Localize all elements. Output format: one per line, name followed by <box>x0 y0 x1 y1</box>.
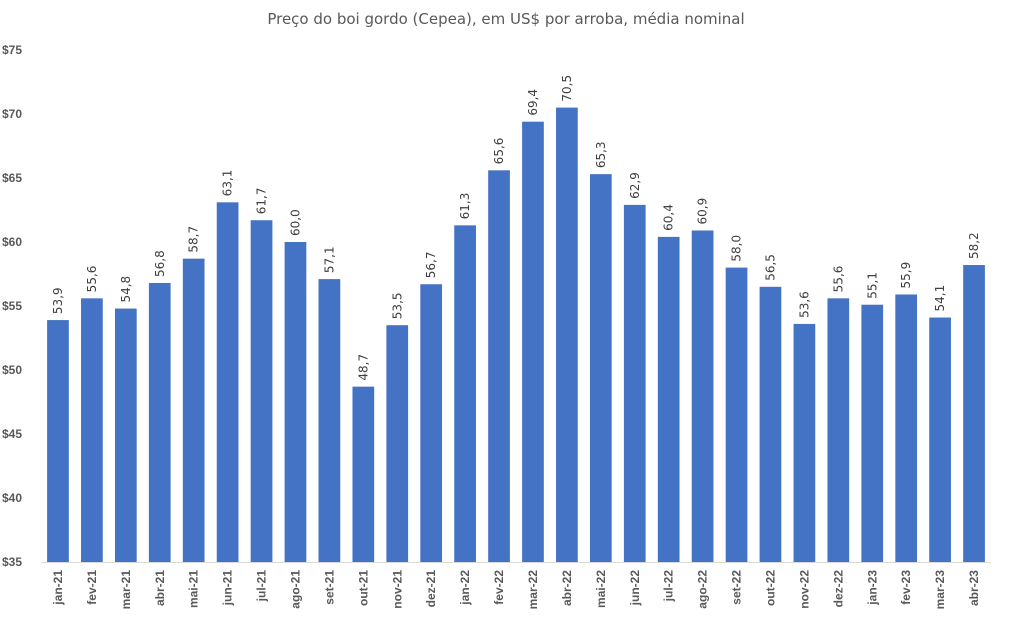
data-label: 53,5 <box>390 292 404 319</box>
bar <box>861 304 884 562</box>
data-label: 61,3 <box>458 193 472 220</box>
data-label: 65,6 <box>492 138 506 165</box>
bar <box>929 317 951 562</box>
x-tick-label: out-22 <box>763 570 777 606</box>
bar <box>488 170 510 562</box>
data-label: 58,7 <box>187 226 201 253</box>
bar <box>589 174 612 562</box>
y-tick-label: $70 <box>2 107 22 121</box>
y-tick-label: $50 <box>2 363 22 377</box>
data-label: 54,1 <box>933 285 947 312</box>
data-label: 56,5 <box>763 254 777 281</box>
bar <box>793 323 816 562</box>
data-label: 55,1 <box>865 272 879 299</box>
x-tick-label: nov-21 <box>390 570 404 609</box>
bar <box>725 267 748 562</box>
data-label: 63,1 <box>221 170 235 197</box>
x-tick-label: jun-22 <box>628 570 642 607</box>
y-tick-label: $60 <box>2 235 22 249</box>
bar <box>352 386 375 562</box>
bar <box>284 242 307 562</box>
data-label: 48,7 <box>356 354 370 381</box>
bar <box>148 282 171 562</box>
x-tick-label: ago-21 <box>288 570 302 609</box>
data-label: 56,8 <box>153 250 167 277</box>
bar <box>250 220 273 563</box>
data-label: 55,9 <box>899 262 913 289</box>
y-tick-label: $45 <box>2 427 22 441</box>
bar <box>895 294 918 562</box>
data-label: 56,7 <box>424 252 438 279</box>
bar <box>386 325 409 562</box>
x-tick-label: jan-22 <box>458 570 472 606</box>
bar <box>47 320 69 562</box>
bar <box>182 258 205 562</box>
x-tick-label: set-21 <box>322 570 336 605</box>
x-tick-label: jun-21 <box>221 570 235 607</box>
x-tick-label: abr-23 <box>967 570 981 606</box>
bar <box>827 298 850 562</box>
x-tick-label: fev-22 <box>492 570 506 605</box>
data-label: 57,1 <box>322 246 336 273</box>
bar <box>114 308 137 562</box>
bar <box>454 225 476 563</box>
data-label: 53,9 <box>51 287 65 314</box>
x-tick-label: abr-21 <box>153 570 167 606</box>
x-tick-label: out-21 <box>356 570 370 606</box>
y-tick-label: $40 <box>2 491 22 505</box>
data-label: 60,9 <box>696 198 710 225</box>
bar <box>963 265 985 562</box>
data-label: 58,2 <box>967 232 981 259</box>
x-tick-label: fev-21 <box>85 570 99 605</box>
bar <box>216 202 239 562</box>
y-tick-label: $75 <box>2 43 22 57</box>
x-tick-label: mar-21 <box>119 570 133 610</box>
x-tick-label: mar-23 <box>933 570 947 610</box>
y-tick-label: $65 <box>2 171 22 185</box>
bar <box>318 279 341 562</box>
bar <box>759 286 782 562</box>
bar <box>691 230 714 563</box>
bar <box>420 284 443 562</box>
x-tick-label: nov-22 <box>797 570 811 609</box>
x-tick-label: dez-22 <box>831 570 845 608</box>
data-label: 62,9 <box>628 172 642 199</box>
data-label: 55,6 <box>831 266 845 293</box>
data-label: 53,6 <box>797 291 811 318</box>
x-tick-label: abr-22 <box>560 570 574 606</box>
data-label: 69,4 <box>526 89 540 116</box>
bar <box>81 298 103 562</box>
data-label: 61,7 <box>255 188 269 215</box>
data-label: 60,0 <box>288 209 302 236</box>
data-label: 58,0 <box>730 235 744 262</box>
data-label: 65,3 <box>594 141 608 168</box>
bar <box>522 121 544 563</box>
data-label: 70,5 <box>560 75 574 102</box>
x-tick-label: jul-21 <box>255 570 269 603</box>
x-tick-label: set-22 <box>730 570 744 605</box>
x-tick-label: mar-22 <box>526 570 540 610</box>
data-label: 60,4 <box>662 204 676 231</box>
x-tick-label: jan-23 <box>865 570 879 606</box>
x-tick-label: mai-22 <box>594 570 608 608</box>
x-tick-label: ago-22 <box>696 570 710 609</box>
chart-title: Preço do boi gordo (Cepea), em US$ por a… <box>267 10 745 28</box>
data-label: 54,8 <box>119 276 133 303</box>
x-tick-label: fev-23 <box>899 570 913 605</box>
x-tick-label: jan-21 <box>51 570 65 606</box>
y-tick-label: $35 <box>2 555 22 569</box>
data-label: 55,6 <box>85 266 99 293</box>
x-tick-label: dez-21 <box>424 570 438 608</box>
x-tick-label: mai-21 <box>187 570 201 608</box>
bar <box>623 204 646 562</box>
bar <box>556 107 578 562</box>
bar <box>657 236 680 562</box>
y-tick-label: $55 <box>2 299 22 313</box>
x-tick-label: jul-22 <box>662 570 676 603</box>
